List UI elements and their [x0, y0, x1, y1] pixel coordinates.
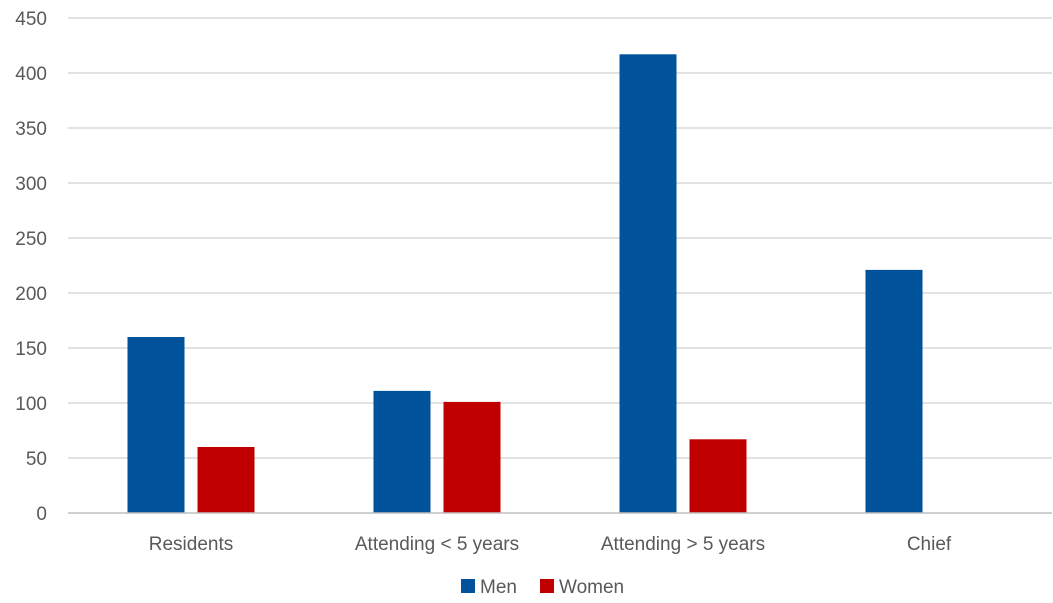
- legend-swatch-women: [540, 579, 554, 593]
- y-tick-label-300: 300: [15, 174, 47, 195]
- y-tick-label-400: 400: [15, 64, 47, 85]
- y-tick-label-100: 100: [15, 394, 47, 415]
- bar-men-chief: [865, 269, 923, 513]
- bar-men-attending-5-years: [373, 390, 431, 513]
- y-tick-label-350: 350: [15, 119, 47, 140]
- y-tick-label-50: 50: [26, 449, 47, 470]
- y-tick-label-150: 150: [15, 339, 47, 360]
- x-axis-category-labels: Residents Attending < 5 years Attending > …: [149, 534, 952, 555]
- y-tick-label-0: 0: [36, 504, 47, 525]
- bar-men-residents: [127, 337, 185, 513]
- bars: [127, 54, 923, 514]
- legend-label-women: Women: [559, 577, 624, 598]
- x-category-label-attending-5-years: Attending < 5 years: [355, 534, 519, 555]
- x-category-label-chief: Chief: [907, 534, 952, 555]
- gridlines: [68, 17, 1052, 459]
- x-category-label-attending-5-years: Attending > 5 years: [601, 534, 765, 555]
- y-tick-label-200: 200: [15, 284, 47, 305]
- legend: Men Women: [461, 577, 624, 598]
- bar-women-attending-5-years: [443, 401, 501, 513]
- bar-women-residents: [197, 447, 255, 513]
- y-tick-label-450: 450: [15, 9, 47, 30]
- bar-men-attending-5-years: [619, 54, 677, 514]
- legend-label-men: Men: [480, 577, 517, 598]
- legend-swatch-men: [461, 579, 475, 593]
- bar-women-attending-5-years: [689, 439, 747, 513]
- y-axis-tick-labels: 0 50 100 150 200 250 300 350 400 450: [15, 9, 47, 525]
- y-tick-label-250: 250: [15, 229, 47, 250]
- x-category-label-residents: Residents: [149, 534, 234, 555]
